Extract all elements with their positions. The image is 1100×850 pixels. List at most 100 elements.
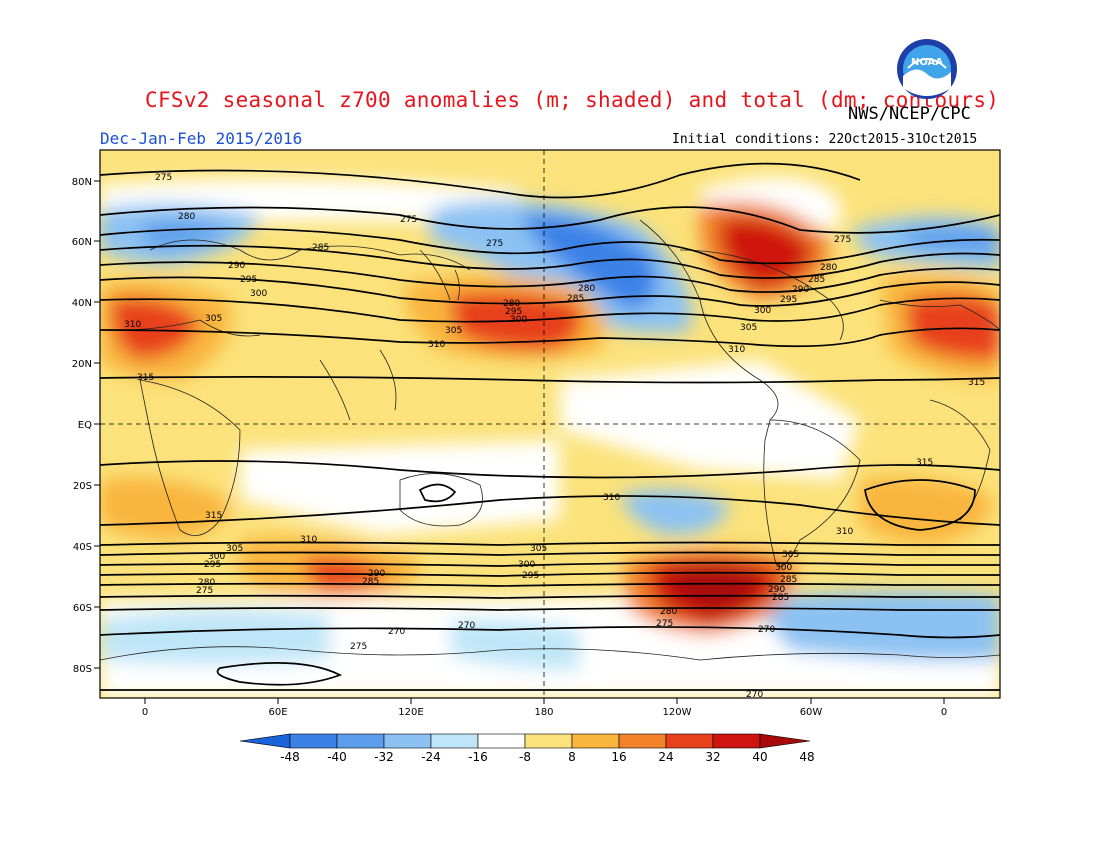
contour-label: 295: [522, 571, 539, 581]
contour-label: 300: [754, 306, 771, 316]
contour-label: 280: [503, 299, 520, 309]
colorbar-tick-label: 32: [705, 750, 720, 764]
contour-value-labels: 275 275 280 285 290 295 300 305 310 315 …: [124, 173, 985, 700]
coastlines: [100, 219, 1000, 661]
contour-label: 285: [312, 243, 329, 253]
contour-label: 285: [772, 593, 789, 603]
colorbar-tick-label: -32: [374, 750, 394, 764]
colorbar-tick-label: 16: [611, 750, 626, 764]
contour-label: 270: [746, 690, 763, 700]
contour-label: 275: [155, 173, 172, 183]
contour-label: 270: [458, 621, 475, 631]
contour-label: 305: [445, 326, 462, 336]
contour-label: 310: [603, 493, 620, 503]
season-label: Dec-Jan-Feb 2015/2016: [100, 129, 303, 148]
lon-label: 0: [941, 707, 947, 718]
latitude-axis: 80N 60N 40N 20N EQ 20S 40S 60S 80S: [72, 177, 100, 675]
lon-label: 60E: [268, 707, 287, 718]
contour-label: 305: [740, 323, 757, 333]
contour-label: 275: [486, 239, 503, 249]
contour-label: 295: [240, 275, 257, 285]
contour-label: 280: [178, 212, 195, 222]
contour-label: 310: [428, 340, 445, 350]
colorbar-arrow-low: [239, 733, 291, 749]
colorbar: -48 -40 -32 -24 -16 -8 8 16 24 32 40 48: [239, 733, 815, 764]
contour-label: 305: [530, 544, 547, 554]
contour-label: 305: [226, 544, 243, 554]
colorbar-tick-label: 40: [752, 750, 767, 764]
lat-label: 80N: [72, 177, 92, 188]
contour-label: 280: [820, 263, 837, 273]
contour-label: 315: [968, 378, 985, 388]
colorbar-tick-label: 24: [658, 750, 673, 764]
colorbar-swatch: [712, 733, 761, 749]
contour-label: 285: [362, 577, 379, 587]
contour-label: 295: [505, 307, 522, 317]
contour-label: 290: [768, 585, 785, 595]
contour-label: 305: [782, 550, 799, 560]
colorbar-tick-label: -40: [327, 750, 347, 764]
lon-label: 0: [142, 707, 148, 718]
contour-label: 270: [758, 625, 775, 635]
contour-label: 280: [660, 607, 677, 617]
lat-label: 80S: [73, 664, 92, 675]
contour-label: 275: [834, 235, 851, 245]
contour-label: 310: [728, 345, 745, 355]
contour-label: 295: [780, 295, 797, 305]
lon-label: 120E: [398, 707, 423, 718]
lat-label: 40S: [73, 542, 92, 553]
contour-label: 290: [368, 569, 385, 579]
agency-label: NWS/NCEP/CPC: [848, 104, 971, 124]
lat-label: 60S: [73, 603, 92, 614]
chart-title: CFSv2 seasonal z700 anomalies (m; shaded…: [145, 88, 1000, 112]
colorbar-tick-label: -16: [468, 750, 488, 764]
lat-label: EQ: [78, 420, 92, 431]
contour-label: 310: [300, 535, 317, 545]
contour-label: 300: [250, 289, 267, 299]
svg-text:NOAA: NOAA: [911, 57, 943, 68]
reference-lines: [100, 150, 1000, 698]
contour-label: 280: [198, 578, 215, 588]
colorbar-tick-label: -8: [519, 750, 531, 764]
contour-label: 300: [208, 552, 225, 562]
contour-label: 310: [124, 320, 141, 330]
contour-label: 315: [137, 373, 154, 383]
contour-label: 285: [808, 275, 825, 285]
colorbar-swatch: [336, 733, 385, 749]
colorbar-swatch: [289, 733, 338, 749]
contour-label: 290: [792, 285, 809, 295]
colorbar-swatch: [665, 733, 714, 749]
contour-label: 315: [205, 511, 222, 521]
lat-label: 20N: [72, 359, 92, 370]
colorbar-swatch: [618, 733, 667, 749]
contour-label: 300: [775, 563, 792, 573]
contour-label: 275: [350, 642, 367, 652]
contour-label: 270: [388, 627, 405, 637]
lon-label: 120W: [663, 707, 692, 718]
contour-label: 275: [656, 619, 673, 629]
colorbar-tick-label: -48: [280, 750, 300, 764]
lat-label: 60N: [72, 237, 92, 248]
colorbar-swatch: [383, 733, 432, 749]
contour-label: 290: [228, 261, 245, 271]
initial-conditions-label: Initial conditions: 22Oct2015-31Oct2015: [672, 132, 978, 147]
colorbar-tick-label: 8: [568, 750, 576, 764]
lat-label: 40N: [72, 298, 92, 309]
contour-label: 300: [510, 315, 527, 325]
contour-label: 300: [518, 560, 535, 570]
colorbar-swatch: [524, 733, 573, 749]
colorbar-tick-label: 48: [799, 750, 814, 764]
contour-label: 295: [204, 560, 221, 570]
height-contours: [100, 162, 1000, 691]
colorbar-arrow-high: [759, 733, 811, 749]
noaa-logo-icon: NOAA: [897, 39, 957, 99]
longitude-axis: 0 60E 120E 180 120W 60W 0: [142, 698, 947, 718]
contour-label: 310: [836, 527, 853, 537]
colorbar-tick-label: -24: [421, 750, 441, 764]
lon-label: 60W: [800, 707, 823, 718]
contour-label: 315: [916, 458, 933, 468]
contour-label: 275: [196, 586, 213, 596]
contour-label: 275: [400, 215, 417, 225]
lat-label: 20S: [73, 481, 92, 492]
contour-label: 285: [780, 575, 797, 585]
